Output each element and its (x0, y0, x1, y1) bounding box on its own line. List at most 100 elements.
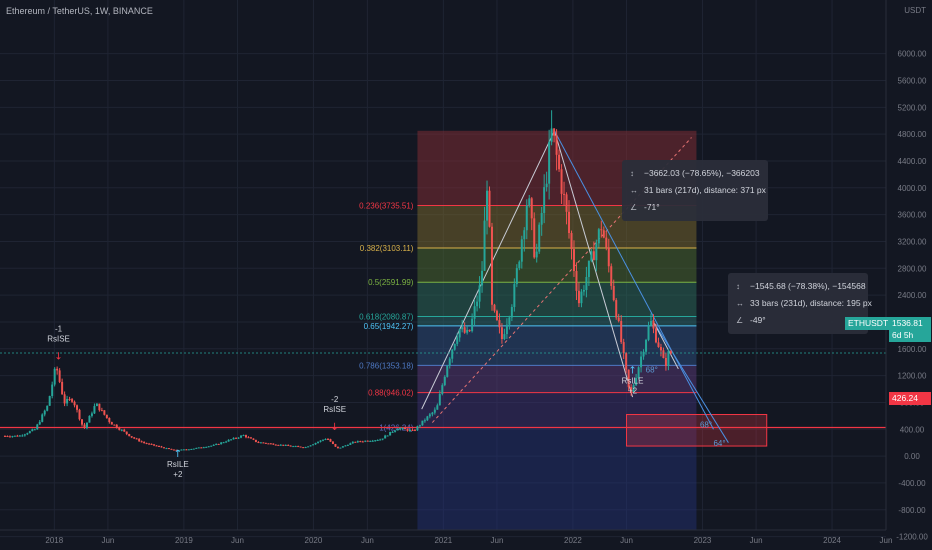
x-tick-label: Jun (750, 536, 763, 545)
x-tick-label: Jun (361, 536, 374, 545)
candle-body (200, 447, 203, 449)
candle-body (170, 448, 173, 450)
measure-tooltip-2[interactable]: ↕ −1545.68 (−78.38%), −154568 ↔ 33 bars (2… (728, 273, 872, 334)
candle-body (105, 414, 108, 419)
trend-drawings[interactable]: 68° 68° 64° (0, 130, 886, 448)
candle-body (545, 183, 548, 188)
measure-tooltip-1[interactable]: ↕ −3662.03 (−78.65%), −366203 ↔ 31 bars (2… (622, 160, 768, 221)
candle-body (71, 399, 74, 402)
candle-body (503, 334, 506, 340)
candle-body (592, 251, 595, 261)
y-tick-label: 4400.00 (898, 157, 927, 166)
candle-body (267, 443, 270, 445)
candle-body (3, 435, 6, 437)
candle-body (232, 437, 235, 440)
candle-body (461, 327, 464, 330)
candle-body (396, 428, 399, 431)
fib-zone (417, 427, 697, 530)
x-tick-label: 2022 (564, 536, 582, 545)
candle-body (513, 284, 516, 308)
annotation-text: RsILE (622, 377, 644, 386)
candle-body (326, 438, 329, 440)
currency-label: USDT (904, 6, 926, 15)
fib-level-label: 0.236(3735.51) (359, 202, 414, 211)
annotation-text: -2 (331, 395, 339, 404)
measure-bars: 31 bars (217d), distance: 371 px (644, 185, 766, 195)
candle-body (493, 304, 496, 311)
candle-body (16, 435, 19, 437)
candle-body (222, 442, 225, 444)
candle-body (51, 384, 54, 397)
candle-body (535, 251, 538, 258)
time-axis[interactable]: 2018 Jun 2019 Jun 2020 Jun 2021 Jun 2022 Jun 2023 J… (0, 529, 892, 545)
candle-body (558, 154, 561, 170)
candle-body (361, 441, 364, 443)
candle-body (85, 422, 88, 428)
y-tick-label: 4000.00 (898, 184, 927, 193)
candle-body (118, 427, 121, 430)
candle-body (523, 230, 526, 240)
candle-body (172, 449, 175, 451)
annotation-text: RsILE (167, 460, 189, 469)
candle-body (577, 290, 580, 304)
candle-body (207, 446, 210, 448)
rsile-label-2019: ↑RsILE+2 (167, 449, 189, 479)
angle-label: 64° (713, 439, 725, 448)
candle-body (23, 434, 26, 436)
candle-body (100, 410, 103, 412)
candle-body (292, 446, 295, 448)
candle-body (471, 318, 474, 332)
candle-body (630, 387, 633, 393)
trend-line-up (421, 130, 555, 410)
candle-body (667, 351, 670, 366)
down-arrow-icon: ↓ (331, 422, 339, 433)
candle-body (625, 352, 628, 370)
price-range-icon: ↕ (736, 282, 740, 291)
candle-body (351, 441, 354, 444)
symbol-badge: ETHUSDT (845, 317, 892, 330)
candle-body (312, 444, 315, 446)
candle-body (640, 356, 643, 368)
candle-body (182, 449, 185, 451)
candle-body (249, 437, 252, 439)
candle-body (533, 218, 536, 258)
candle-body (53, 368, 56, 385)
candle-body (259, 442, 262, 444)
candle-body (76, 405, 79, 410)
candle-body (664, 358, 667, 366)
candle-body (98, 403, 101, 411)
candle-body (167, 448, 170, 450)
candle-body (225, 441, 228, 443)
x-tick-label: 2023 (694, 536, 712, 545)
y-tick-label: 3600.00 (898, 211, 927, 220)
candle-body (622, 342, 625, 353)
candle-body (108, 418, 111, 423)
candle-body (110, 422, 113, 425)
candle-body (175, 449, 178, 451)
fib-level-label: 0.5(2591.99) (368, 278, 414, 287)
x-tick-label: 2020 (305, 536, 323, 545)
candle-body (560, 169, 563, 194)
candle-body (411, 430, 414, 432)
candle-body (185, 449, 188, 451)
candle-body (587, 260, 590, 278)
candle-body (302, 447, 305, 449)
candle-body (78, 409, 81, 420)
candle-body (610, 266, 613, 286)
y-tick-label: 5200.00 (898, 103, 927, 112)
annotation-text: RsISE (323, 405, 346, 414)
candle-body (346, 444, 349, 446)
price-axis[interactable]: 6000.00 5600.00 5200.00 4800.00 4400.00 4000.… (885, 0, 928, 542)
fib-level-label: 0.382(3103.11) (360, 244, 414, 253)
candle-body (406, 429, 409, 431)
candle-body (548, 141, 551, 184)
candle-body (394, 430, 397, 432)
candle-body (540, 213, 543, 225)
fib-zone (417, 282, 697, 317)
candle-body (538, 224, 541, 252)
x-tick-label: Jun (101, 536, 114, 545)
candle-body (657, 342, 660, 348)
candle-body (38, 421, 41, 425)
